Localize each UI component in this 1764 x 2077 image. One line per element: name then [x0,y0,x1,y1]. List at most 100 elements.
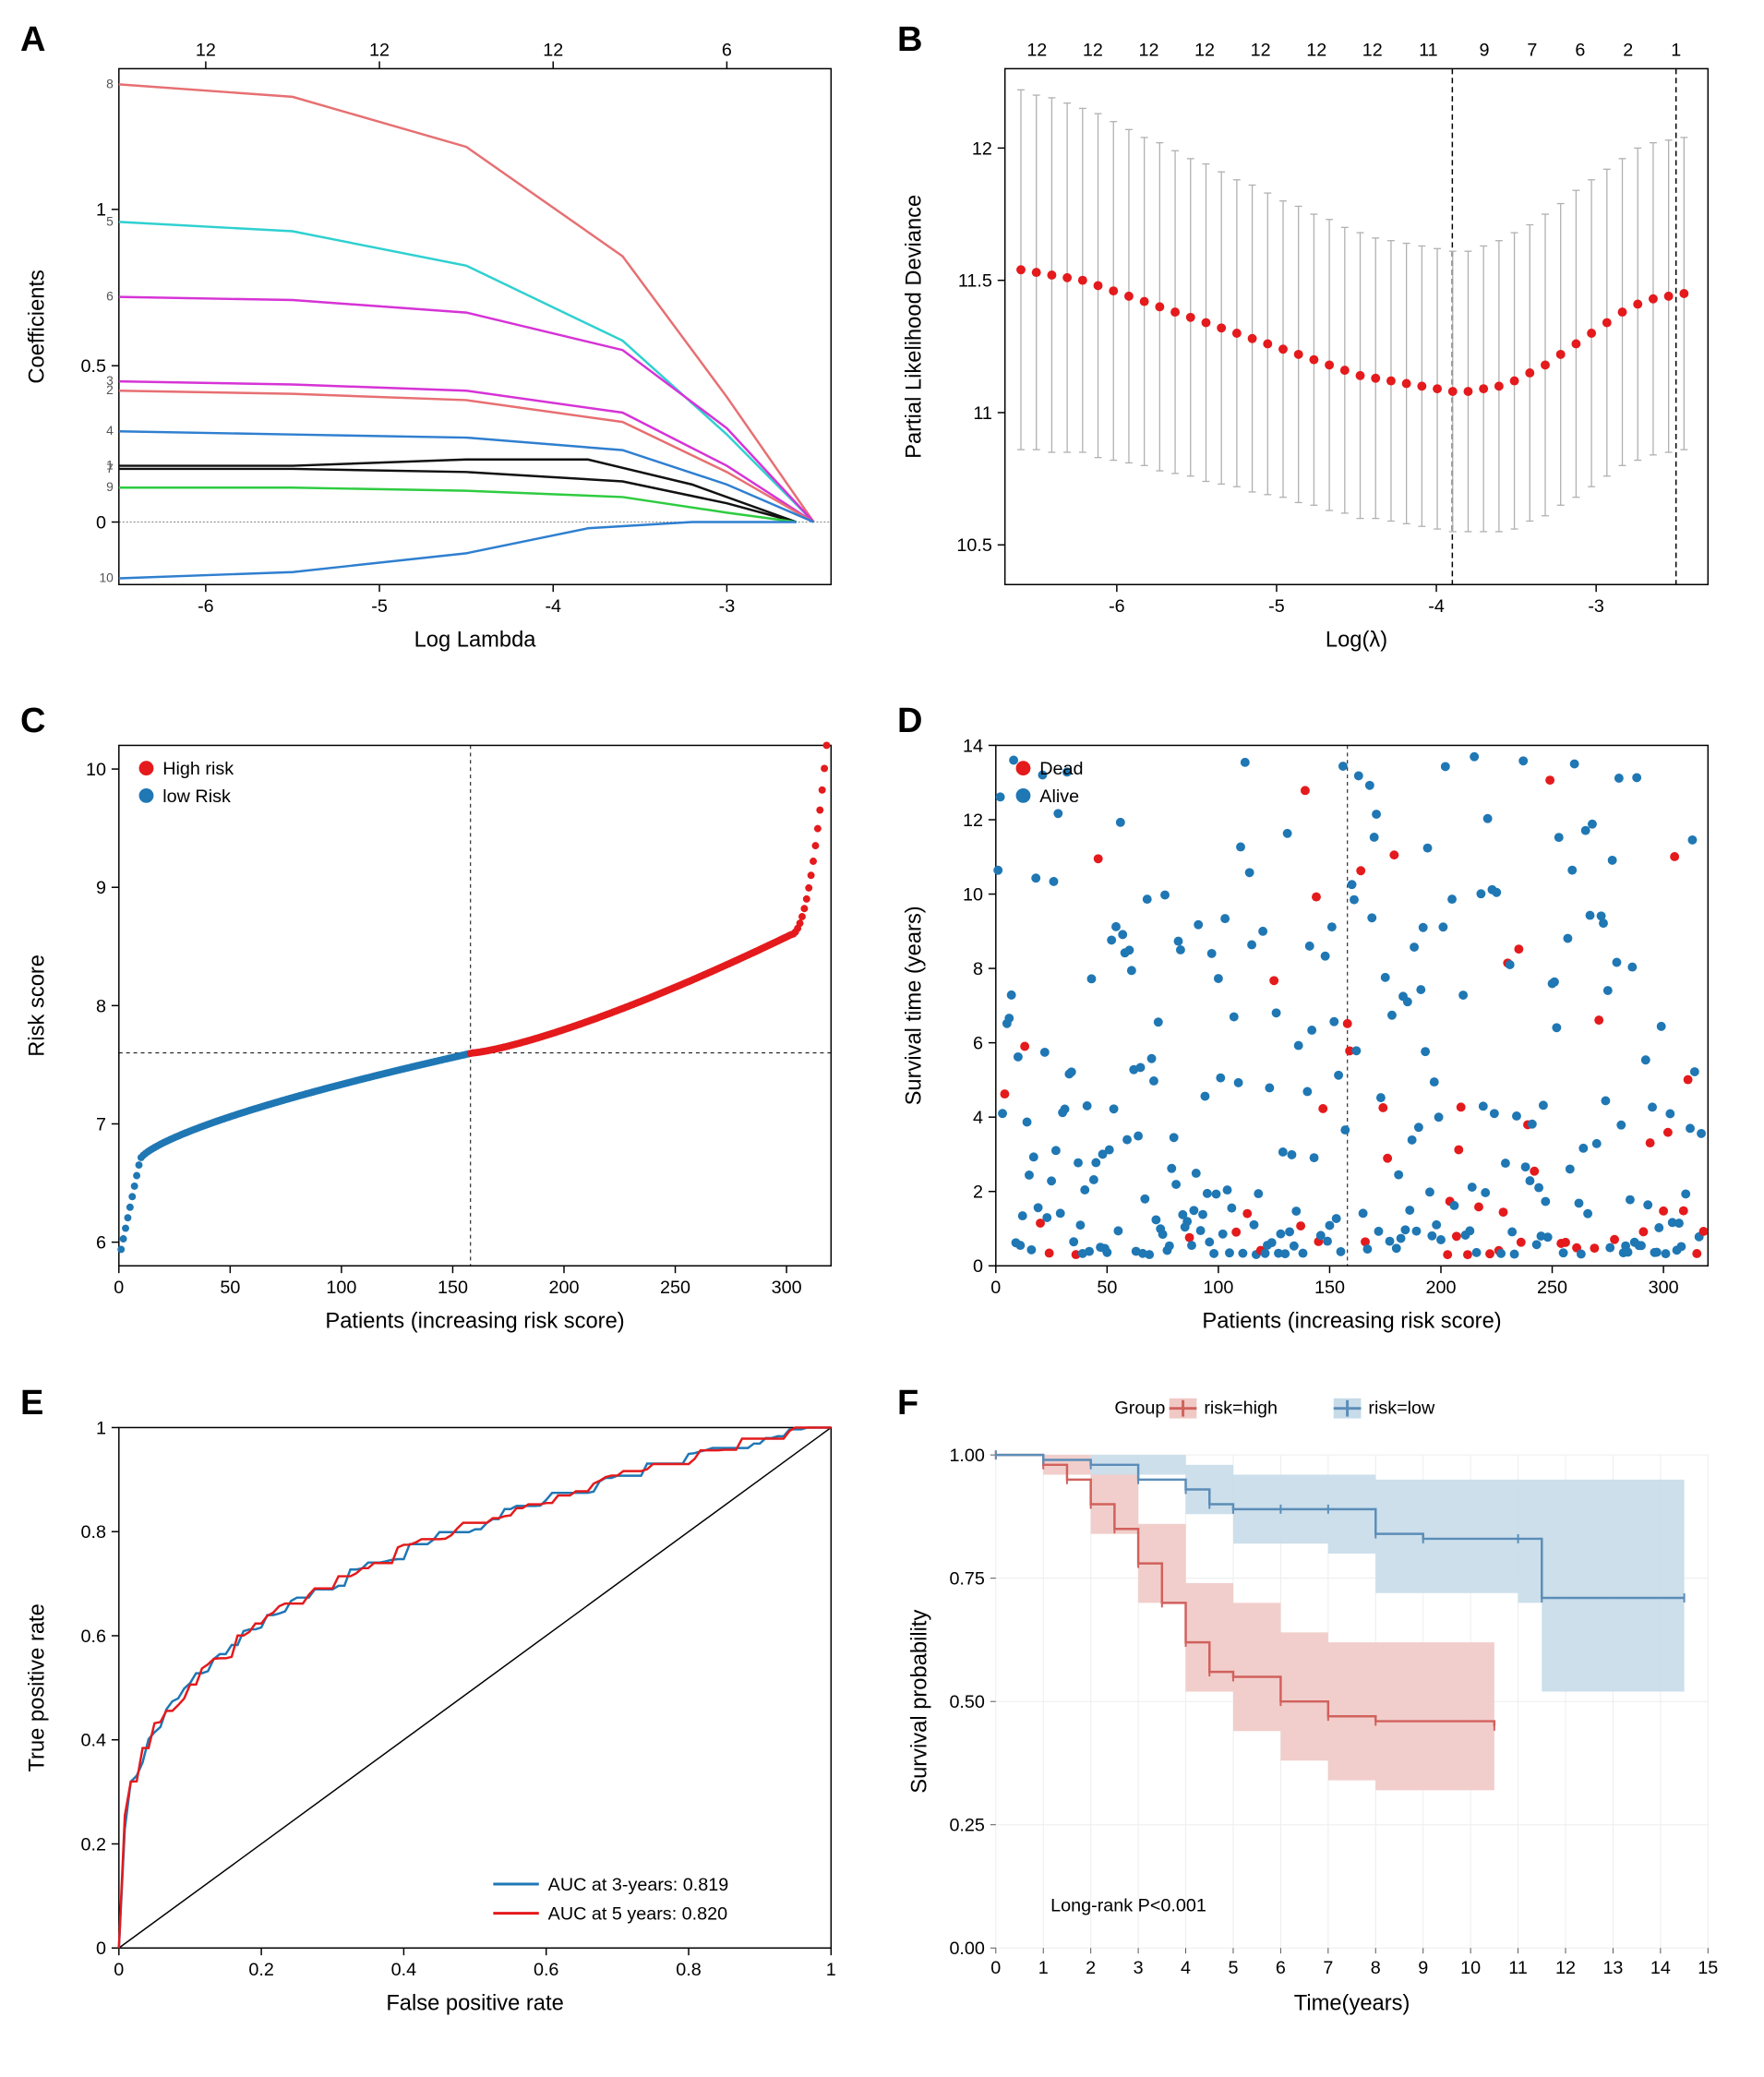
svg-text:7: 7 [96,1115,106,1135]
svg-text:9: 9 [96,878,106,898]
svg-text:risk=high: risk=high [1204,1398,1278,1418]
svg-text:Dead: Dead [1039,759,1083,779]
svg-text:Patients (increasing risk scor: Patients (increasing risk score) [325,1310,624,1334]
svg-text:12: 12 [1083,41,1103,61]
svg-text:250: 250 [1537,1278,1567,1298]
panel-f: F 01234567891011121314150.000.250.500.75… [895,1382,1735,2040]
svg-text:8: 8 [106,76,114,90]
svg-text:9: 9 [1479,41,1489,61]
svg-text:0: 0 [114,1960,124,1980]
svg-text:50: 50 [220,1278,240,1298]
panel-a-label: A [20,20,45,60]
svg-text:8: 8 [96,997,106,1017]
svg-text:4: 4 [106,423,114,438]
svg-text:200: 200 [549,1278,580,1298]
svg-text:True positive rate: True positive rate [26,1603,50,1771]
svg-text:10: 10 [1460,1958,1481,1978]
svg-text:50: 50 [1097,1278,1117,1298]
svg-text:0.4: 0.4 [80,1730,105,1750]
svg-text:12: 12 [1026,41,1047,61]
svg-text:12: 12 [963,810,983,831]
svg-text:7: 7 [1323,1958,1333,1978]
svg-text:2: 2 [1623,41,1633,61]
svg-text:5: 5 [1228,1958,1238,1978]
svg-text:0: 0 [990,1278,1001,1298]
panel-e-svg: 00.20.40.60.8100.20.40.60.81False positi… [18,1382,858,2021]
svg-text:-4: -4 [1428,596,1445,617]
svg-text:Long-rank P<0.001: Long-rank P<0.001 [1050,1895,1206,1915]
panel-c: C 050100150200250300678910Patients (incr… [18,700,858,1358]
svg-text:100: 100 [1203,1278,1233,1298]
panel-a-svg: -6-5-4-300.51Log LambdaCoefficients12121… [18,18,858,657]
svg-text:11: 11 [1419,41,1438,61]
svg-text:200: 200 [1426,1278,1457,1298]
svg-text:Coefficients: Coefficients [26,270,50,383]
svg-text:1.00: 1.00 [949,1446,984,1466]
svg-text:10: 10 [86,760,106,780]
svg-text:1: 1 [1038,1958,1049,1978]
svg-text:0.25: 0.25 [949,1815,984,1835]
svg-text:10.5: 10.5 [956,535,991,556]
svg-text:7: 7 [106,461,114,475]
svg-text:-3: -3 [719,596,736,617]
svg-text:0.75: 0.75 [949,1568,984,1589]
svg-text:14: 14 [1650,1958,1671,1978]
svg-text:0: 0 [973,1257,983,1278]
svg-text:6: 6 [973,1034,983,1054]
svg-text:250: 250 [660,1278,690,1298]
svg-text:13: 13 [1602,1958,1623,1978]
panel-f-label: F [897,1384,918,1423]
svg-text:12: 12 [1194,41,1215,61]
svg-text:Alive: Alive [1039,786,1079,807]
svg-text:Survival probability: Survival probability [908,1609,932,1793]
svg-text:8: 8 [1371,1958,1381,1978]
svg-text:0.2: 0.2 [248,1960,273,1980]
svg-text:False positive rate: False positive rate [386,1991,563,2015]
svg-text:6: 6 [1276,1958,1286,1978]
svg-text:1: 1 [96,200,106,221]
svg-text:low Risk: low Risk [162,786,231,807]
svg-text:6: 6 [722,41,732,61]
svg-text:12: 12 [543,41,563,61]
panel-f-svg: 01234567891011121314150.000.250.500.751.… [895,1382,1735,2021]
svg-text:-6: -6 [198,596,214,617]
svg-text:AUC at 3-years: 0.819: AUC at 3-years: 0.819 [548,1875,729,1895]
svg-text:2: 2 [973,1183,983,1203]
svg-text:12: 12 [1251,41,1271,61]
svg-text:-5: -5 [1268,596,1285,617]
svg-text:0: 0 [114,1278,124,1298]
panel-a: A -6-5-4-300.51Log LambdaCoefficients121… [18,18,858,677]
svg-text:6: 6 [106,289,114,304]
svg-text:11: 11 [1508,1958,1528,1978]
svg-text:High risk: High risk [162,759,234,779]
svg-text:Risk score: Risk score [26,954,50,1057]
svg-text:12: 12 [1306,41,1326,61]
panel-d-svg: 05010015020025030002468101214Patients (i… [895,700,1735,1339]
svg-text:0: 0 [96,1939,106,1959]
svg-text:4: 4 [973,1108,983,1128]
svg-text:Partial Likelihood Deviance: Partial Likelihood Deviance [903,195,927,459]
svg-text:6: 6 [96,1233,106,1254]
svg-text:0.6: 0.6 [534,1960,558,1980]
svg-text:11: 11 [973,403,992,424]
svg-text:100: 100 [326,1278,356,1298]
panel-c-label: C [20,702,45,741]
svg-text:9: 9 [106,479,114,494]
svg-text:0.6: 0.6 [80,1627,105,1647]
svg-text:1: 1 [826,1960,836,1980]
svg-text:2: 2 [106,382,114,397]
svg-text:14: 14 [963,737,983,757]
svg-text:AUC at 5 years: 0.820: AUC at 5 years: 0.820 [548,1903,727,1924]
svg-text:7: 7 [1527,41,1537,61]
svg-text:12: 12 [369,41,390,61]
svg-text:9: 9 [1418,1958,1428,1978]
svg-text:2: 2 [1086,1958,1096,1978]
svg-text:11.5: 11.5 [958,271,992,292]
svg-text:150: 150 [438,1278,468,1298]
panel-e: E 00.20.40.60.8100.20.40.60.81False posi… [18,1382,858,2040]
svg-text:12: 12 [1138,41,1158,61]
svg-text:12: 12 [1362,41,1383,61]
svg-text:5: 5 [106,213,114,228]
svg-text:-3: -3 [1588,596,1604,617]
svg-text:12: 12 [196,41,216,61]
